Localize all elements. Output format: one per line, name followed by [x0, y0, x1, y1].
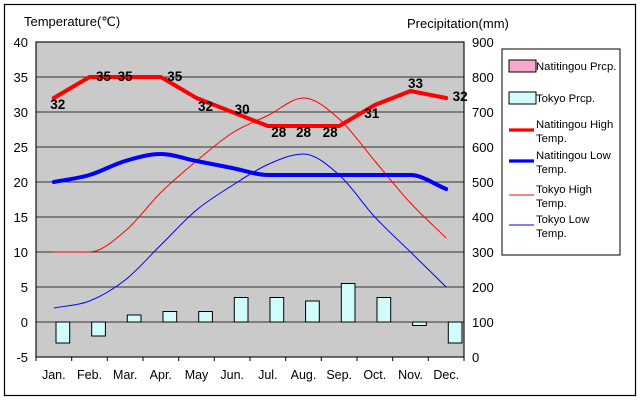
- svg-text:30: 30: [14, 105, 28, 120]
- svg-text:Temp.: Temp.: [536, 164, 567, 176]
- svg-text:200: 200: [472, 280, 494, 295]
- svg-text:Apr.: Apr.: [150, 368, 172, 382]
- svg-text:Natitingou Prcp.: Natitingou Prcp.: [536, 61, 616, 73]
- svg-text:35: 35: [167, 69, 183, 84]
- svg-text:0: 0: [21, 315, 28, 330]
- svg-text:32: 32: [50, 97, 65, 112]
- svg-text:900: 900: [472, 35, 494, 50]
- svg-text:Mar.: Mar.: [113, 368, 137, 382]
- svg-text:20: 20: [14, 175, 28, 190]
- svg-text:Oct.: Oct.: [363, 368, 386, 382]
- svg-text:5: 5: [21, 280, 28, 295]
- svg-text:35: 35: [14, 70, 28, 85]
- svg-text:Aug.: Aug.: [291, 368, 317, 382]
- svg-text:28: 28: [271, 125, 287, 140]
- svg-text:Tokyo Low: Tokyo Low: [536, 214, 590, 226]
- svg-text:28: 28: [323, 125, 339, 140]
- svg-text:Sep.: Sep.: [326, 368, 352, 382]
- svg-text:Precipitation(mm): Precipitation(mm): [407, 16, 509, 31]
- svg-text:Feb.: Feb.: [77, 368, 102, 382]
- svg-text:Tokyo High: Tokyo High: [536, 184, 592, 196]
- svg-text:10: 10: [14, 245, 28, 260]
- svg-text:500: 500: [472, 175, 494, 190]
- svg-text:35: 35: [96, 69, 112, 84]
- svg-text:700: 700: [472, 105, 494, 120]
- svg-text:Natitingou High: Natitingou High: [536, 119, 613, 131]
- svg-text:33: 33: [408, 76, 424, 91]
- svg-text:40: 40: [14, 35, 28, 50]
- svg-text:800: 800: [472, 70, 494, 85]
- svg-text:May: May: [185, 368, 209, 382]
- svg-text:0: 0: [472, 350, 479, 365]
- svg-text:Temp.: Temp.: [536, 198, 567, 210]
- svg-text:Nov.: Nov.: [398, 368, 423, 382]
- svg-text:Temperature(℃): Temperature(℃): [24, 14, 120, 29]
- svg-text:30: 30: [235, 102, 250, 117]
- svg-text:600: 600: [472, 140, 494, 155]
- svg-text:Temp.: Temp.: [536, 228, 567, 240]
- svg-text:-5: -5: [16, 350, 28, 365]
- svg-text:300: 300: [472, 245, 494, 260]
- svg-text:35: 35: [118, 69, 134, 84]
- svg-text:31: 31: [364, 106, 380, 121]
- svg-text:Jun.: Jun.: [220, 368, 244, 382]
- svg-text:Dec.: Dec.: [433, 368, 459, 382]
- svg-text:15: 15: [14, 210, 28, 225]
- svg-text:400: 400: [472, 210, 494, 225]
- svg-text:32: 32: [453, 89, 468, 104]
- svg-text:28: 28: [296, 125, 312, 140]
- svg-text:Temp.: Temp.: [536, 133, 567, 145]
- svg-text:Natitingou Low: Natitingou Low: [536, 150, 612, 162]
- svg-text:Tokyo Prcp.: Tokyo Prcp.: [536, 93, 595, 105]
- svg-text:32: 32: [198, 99, 213, 114]
- svg-text:Jul.: Jul.: [258, 368, 277, 382]
- svg-text:25: 25: [14, 140, 28, 155]
- svg-text:Jan.: Jan.: [42, 368, 66, 382]
- svg-text:100: 100: [472, 315, 494, 330]
